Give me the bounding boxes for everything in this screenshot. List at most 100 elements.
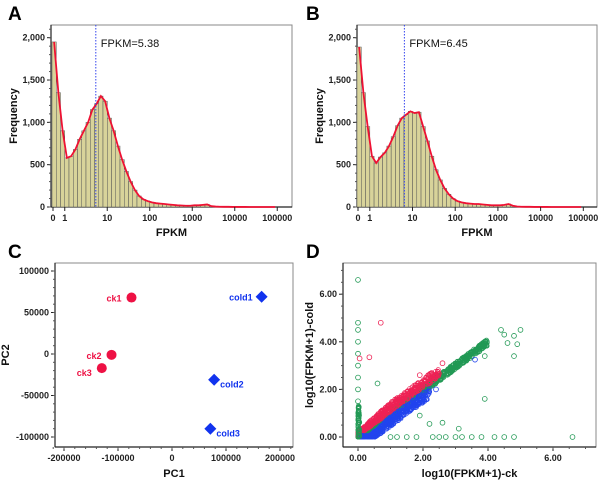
down-in-cold-point (412, 403, 418, 409)
x-tick-label: 200000 (265, 453, 295, 463)
histogram-bar (395, 125, 400, 208)
x-tick-label: -100000 (101, 453, 134, 463)
unchanged-point (514, 341, 521, 347)
panel-letter-d: D (306, 242, 320, 263)
up-in-cold-point (396, 397, 402, 403)
histogram-bar (107, 117, 112, 208)
histogram-bar (373, 162, 379, 208)
unchanged-point (426, 421, 433, 427)
down-in-cold-point (400, 411, 407, 418)
unchanged-point (464, 357, 470, 363)
down-in-cold-point (416, 400, 423, 406)
up-in-cold-point (372, 420, 378, 426)
down-in-cold-point (374, 427, 380, 433)
unchanged-point (416, 412, 423, 419)
x-tick-label: 1 (62, 213, 67, 223)
unchanged-point (356, 430, 362, 436)
unchanged-point (355, 374, 361, 381)
up-in-cold-point (366, 354, 373, 361)
y-tick-label: 0 (40, 202, 45, 212)
histogram-bar (425, 140, 430, 208)
down-in-cold-point (373, 429, 379, 435)
ck-point (96, 363, 107, 374)
histogram-bar (378, 156, 383, 208)
x-tick-label: 2.00 (414, 453, 432, 463)
x-tick-label: 1 (367, 213, 372, 223)
unchanged-point (355, 410, 361, 416)
down-in-cold-point (370, 434, 376, 440)
down-in-cold-point (416, 400, 422, 407)
x-axis-label: FPKM (156, 227, 187, 239)
unchanged-point (511, 434, 517, 440)
down-in-cold-point (419, 400, 425, 406)
y-tick-label: 1,500 (328, 75, 351, 85)
y-axis-label: log10(FPKM+1)-cold (304, 302, 316, 408)
y-tick-label: 6.00 (319, 289, 337, 299)
y-axis-label: Frequency (8, 87, 20, 144)
x-tick-label: 100000 (211, 453, 241, 463)
panel-letter-a: A (8, 4, 22, 25)
unchanged-point (464, 352, 471, 358)
up-in-cold-point (425, 372, 431, 378)
panel-letter-c: C (8, 242, 22, 263)
histogram-bar (85, 122, 91, 208)
down-in-cold-point (404, 407, 410, 413)
cold-point-label: cold1 (229, 293, 253, 303)
up-in-cold-point (366, 420, 373, 426)
y-tick-label: 50000 (24, 308, 49, 318)
ck-point (126, 292, 137, 303)
unchanged-point (355, 404, 361, 410)
down-in-cold-point (385, 420, 391, 426)
y-axis-label: Frequency (314, 87, 326, 144)
up-in-cold-point (422, 378, 428, 384)
x-tick-label: 10000 (222, 213, 247, 223)
histogram-bar (407, 111, 413, 208)
unchanged-point (446, 369, 452, 375)
up-in-cold-point (374, 413, 380, 419)
unchanged-point (511, 333, 517, 339)
histogram-bar (64, 157, 70, 208)
up-in-cold-point (396, 401, 402, 407)
x-tick-label: 100 (448, 213, 463, 223)
ck-point-label: ck2 (86, 351, 101, 361)
down-in-cold-point (391, 421, 397, 427)
up-in-cold-point (356, 355, 363, 362)
up-in-cold-point (388, 407, 394, 413)
histogram-bar (399, 117, 405, 208)
histogram-bar (68, 155, 74, 208)
x-tick-label: 1000 (488, 213, 508, 223)
y-tick-label: 2.00 (319, 384, 337, 394)
up-in-cold-point (362, 424, 368, 430)
ck-point-label: ck3 (77, 368, 92, 378)
unchanged-point (394, 434, 400, 440)
y-tick-label: 500 (30, 160, 45, 170)
down-in-cold-point (424, 396, 430, 403)
unchanged-point (355, 362, 361, 369)
unchanged-point (355, 423, 361, 429)
unchanged-point (464, 355, 470, 362)
down-in-cold-point (380, 425, 386, 431)
y-tick-label: 0.00 (319, 432, 337, 442)
ck-point (106, 349, 117, 360)
down-in-cold-point (385, 417, 391, 424)
x-axis-label: FPKM (461, 227, 492, 239)
up-in-cold-point (405, 396, 411, 402)
up-in-cold-point (426, 381, 432, 387)
histogram-bar (390, 136, 396, 208)
up-in-cold-point (414, 385, 420, 391)
down-in-cold-point (407, 407, 413, 414)
x-tick-label: 0 (355, 213, 360, 223)
up-in-cold-point (398, 396, 404, 402)
up-in-cold-point (394, 398, 400, 404)
x-tick-label: 1000 (182, 213, 202, 223)
cold-point (208, 373, 221, 386)
unchanged-point (355, 386, 361, 393)
unchanged-point (453, 362, 459, 368)
up-in-cold-point (439, 360, 446, 367)
unchanged-point (455, 425, 462, 432)
panel-letter-b: B (306, 4, 320, 25)
x-tick-label: 100000 (262, 213, 292, 223)
median-annotation: FPKM=6.45 (409, 38, 467, 50)
histogram-bar (369, 155, 375, 208)
down-in-cold-point (426, 388, 432, 394)
